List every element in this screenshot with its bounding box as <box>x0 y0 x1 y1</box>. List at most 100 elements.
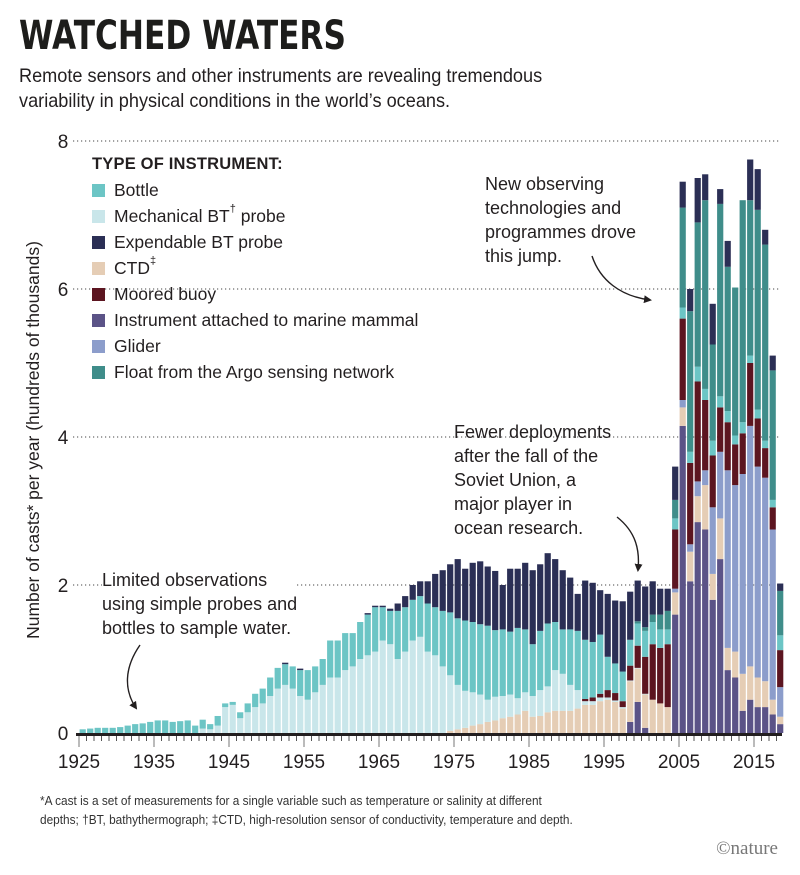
x-tick-label: 1965 <box>358 752 400 773</box>
bar-segment-glider-2013 <box>739 474 746 674</box>
bar-segment-moored-2003 <box>664 644 671 708</box>
bar-segment-ctd-1998 <box>627 681 634 722</box>
chart-subtitle: Remote sensors and other instruments are… <box>19 65 543 112</box>
bar-segment-moored-2015 <box>754 418 761 467</box>
bar-segment-bottle-1956 <box>312 666 319 693</box>
bar-segment-mech_bt-1956 <box>312 692 319 733</box>
annotation-early-observations: Limited observations using simple probes … <box>102 568 298 640</box>
bar-segment-bottle-2011 <box>724 411 731 423</box>
bar-segment-moored-2011 <box>724 422 731 471</box>
bar-segment-glider-2017 <box>769 529 776 700</box>
bar-segment-bottle-1981 <box>499 629 506 696</box>
bar-segment-bottle-2001 <box>649 622 656 645</box>
y-tick-label: 8 <box>58 132 69 153</box>
bar-segment-xbt-1971 <box>424 581 431 604</box>
bar-segment-xbt-1976 <box>462 568 469 621</box>
bar-segment-bottle-1964 <box>372 607 379 652</box>
bar-segment-glider-2008 <box>702 470 709 486</box>
bar-segment-bottle-1982 <box>507 631 514 695</box>
legend-swatch <box>92 183 105 197</box>
bar-segment-xbt-1963 <box>364 613 371 615</box>
bar-segment-mech_bt-1970 <box>417 636 424 733</box>
bar-segment-bottle-1992 <box>582 639 589 699</box>
bar-segment-bottle-1971 <box>424 603 431 652</box>
bar-segment-moored-2002 <box>657 647 664 704</box>
bar-segment-mech_bt-1987 <box>544 686 551 713</box>
bar-segment-moored-1995 <box>604 690 611 698</box>
legend-item-glider: Glider <box>92 333 418 359</box>
bar-segment-mech_bt-1945 <box>229 704 236 733</box>
bar-segment-argo-2006 <box>687 311 694 452</box>
bar-segment-ctd-1990 <box>567 710 574 733</box>
bar-segment-mech_bt-1981 <box>499 696 506 719</box>
bar-segment-xbt-1997 <box>619 601 626 672</box>
bar-segment-glider-2011 <box>724 470 731 648</box>
bar-segment-moored-1996 <box>612 693 619 701</box>
bar-segment-glider-2014 <box>747 425 754 667</box>
bar-segment-bottle-1941 <box>199 719 206 729</box>
bar-segment-xbt-1990 <box>567 577 574 630</box>
bar-segment-ctd-1986 <box>537 715 544 733</box>
bar-segment-moored-1998 <box>627 665 634 681</box>
bar-segment-mech_bt-1974 <box>447 675 454 731</box>
legend-item-ctd: CTD‡ <box>92 255 418 281</box>
bar-segment-xbt-1969 <box>409 585 416 600</box>
bar-segment-bottle-2004 <box>672 518 679 530</box>
legend-item-argo: Float from the Argo sensing network <box>92 359 418 385</box>
annotation-arrows <box>126 255 652 710</box>
bar-segment-xbt-2004 <box>672 466 679 500</box>
bar-segment-mech_bt-1958 <box>327 677 334 733</box>
bar-segment-bottle-2012 <box>732 435 739 445</box>
bar-segment-mammal-2004 <box>672 614 679 733</box>
annotation-line: Fewer deployments <box>454 422 612 442</box>
bar-segment-ctd-1993 <box>589 704 596 733</box>
bar-segment-ctd-1999 <box>634 668 641 702</box>
annotation-line: Soviet Union, a <box>454 470 577 490</box>
annotation-line: New observing <box>485 174 605 194</box>
bar-segment-mammal-2008 <box>702 529 709 733</box>
bar-segment-bottle-1934 <box>147 721 154 733</box>
bar-segment-glider-2015 <box>754 466 761 678</box>
bar-segment-moored-1993 <box>589 697 596 702</box>
bar-segment-mech_bt-1998 <box>627 680 634 682</box>
bar-segment-argo-2014 <box>747 200 754 356</box>
y-tick-label: 0 <box>58 724 69 745</box>
bar-segment-bottle-2007 <box>694 366 701 382</box>
bar-segment-ctd-1987 <box>544 712 551 733</box>
bar-segment-mech_bt-1978 <box>477 694 484 725</box>
bar-segment-argo-2016 <box>762 244 769 441</box>
bar-segment-mech_bt-1977 <box>469 692 476 726</box>
bar-segment-mech_bt-1971 <box>424 651 431 733</box>
bar-segment-moored-2009 <box>709 455 716 508</box>
bar-segment-xbt-2010 <box>717 189 724 204</box>
bar-segment-mech_bt-1951 <box>274 688 281 733</box>
legend-swatch <box>92 287 105 301</box>
bar-segment-argo-2009 <box>709 344 716 441</box>
bar-segment-ctd-2009 <box>709 573 716 600</box>
bar-segment-ctd-1994 <box>597 701 604 733</box>
bar-segment-bottle-1959 <box>334 640 341 678</box>
annotation-line: programmes drove <box>485 222 637 242</box>
bar-segment-xbt-1977 <box>469 562 476 622</box>
bar-segment-ctd-1983 <box>514 714 521 733</box>
bar-segment-ctd-1978 <box>477 724 484 733</box>
legend-label: CTD‡ <box>114 254 157 278</box>
bar-segment-mech_bt-1969 <box>409 640 416 733</box>
annotation-new-technologies: New observing technologies and programmes … <box>485 172 636 268</box>
bar-segment-mammal-2014 <box>747 699 754 733</box>
bar-segment-ctd-2007 <box>694 496 701 523</box>
bar-segment-bottle-1937 <box>169 721 176 733</box>
bar-segment-mech_bt-1982 <box>507 694 514 717</box>
nature-logo: ©nature <box>716 838 778 859</box>
bar-segment-glider-2005 <box>679 400 686 408</box>
bar-segment-ctd-2018 <box>777 716 784 725</box>
bar-segment-xbt-2011 <box>724 240 731 267</box>
bar-segment-argo-2012 <box>732 287 739 436</box>
bar-segment-bottle-2005 <box>679 307 686 319</box>
bar-segment-bottle-1968 <box>402 607 409 652</box>
legend-item-bottle: Bottle <box>92 177 418 203</box>
bar-segment-moored-2001 <box>649 644 656 700</box>
bar-segment-xbt-1991 <box>574 593 581 631</box>
bar-segment-bottle-1950 <box>267 677 274 696</box>
bar-segment-ctd-1995 <box>604 699 611 733</box>
